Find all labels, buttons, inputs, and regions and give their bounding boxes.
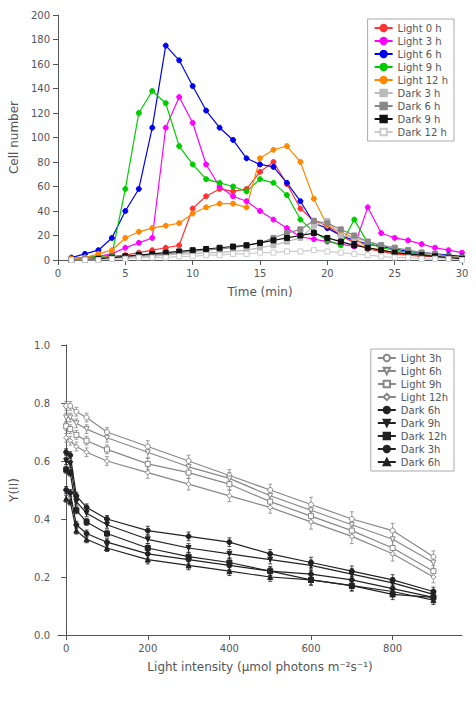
svg-text:60: 60	[37, 181, 50, 192]
svg-text:40: 40	[37, 206, 50, 217]
svg-text:Light 9 h: Light 9 h	[398, 62, 442, 73]
svg-text:15: 15	[254, 268, 267, 279]
svg-text:0.2: 0.2	[34, 572, 50, 583]
svg-text:200: 200	[31, 10, 50, 21]
svg-text:20: 20	[321, 268, 334, 279]
svg-text:20: 20	[37, 230, 50, 241]
svg-text:Dark 9 h: Dark 9 h	[398, 114, 441, 125]
svg-text:Dark 6h: Dark 6h	[401, 457, 441, 468]
svg-text:Cell number: Cell number	[7, 101, 21, 174]
svg-text:Dark 12 h: Dark 12 h	[398, 127, 447, 138]
svg-text:Dark 3h: Dark 3h	[401, 444, 441, 455]
svg-text:Light 6 h: Light 6 h	[398, 49, 442, 60]
svg-text:25: 25	[388, 268, 401, 279]
svg-text:0: 0	[44, 255, 50, 266]
svg-text:800: 800	[383, 643, 402, 654]
svg-text:100: 100	[31, 132, 50, 143]
svg-text:Dark 6h: Dark 6h	[401, 405, 441, 416]
svg-text:Dark 6 h: Dark 6 h	[398, 101, 441, 112]
svg-text:80: 80	[37, 157, 50, 168]
svg-text:400: 400	[220, 643, 239, 654]
svg-text:Y(II): Y(II)	[7, 478, 21, 503]
svg-text:Light 12h: Light 12h	[401, 392, 448, 403]
svg-text:Light 3h: Light 3h	[401, 353, 442, 364]
svg-text:1.0: 1.0	[34, 340, 50, 351]
svg-text:120: 120	[31, 108, 50, 119]
svg-text:Light 9h: Light 9h	[401, 379, 442, 390]
svg-text:200: 200	[138, 643, 157, 654]
svg-text:0: 0	[55, 268, 61, 279]
svg-text:140: 140	[31, 83, 50, 94]
svg-text:Light 3 h: Light 3 h	[398, 36, 442, 47]
svg-text:10: 10	[186, 268, 199, 279]
svg-text:Dark 12h: Dark 12h	[401, 431, 447, 442]
svg-text:5: 5	[122, 268, 128, 279]
svg-text:Light 0 h: Light 0 h	[398, 23, 442, 34]
svg-text:0: 0	[63, 643, 69, 654]
svg-text:Time (min): Time (min)	[226, 285, 292, 299]
svg-text:180: 180	[31, 34, 50, 45]
svg-text:Light 12 h: Light 12 h	[398, 75, 448, 86]
svg-text:Light 6h: Light 6h	[401, 366, 442, 377]
svg-text:160: 160	[31, 59, 50, 70]
svg-text:0.8: 0.8	[34, 398, 50, 409]
svg-text:Dark 9h: Dark 9h	[401, 418, 441, 429]
svg-text:0.0: 0.0	[34, 630, 50, 641]
svg-text:600: 600	[301, 643, 320, 654]
svg-text:Light intensity (μmol photons: Light intensity (μmol photons m⁻²s⁻¹)	[147, 660, 372, 674]
svg-text:0.4: 0.4	[34, 514, 50, 525]
svg-text:Dark 3 h: Dark 3 h	[398, 88, 441, 99]
svg-text:30: 30	[456, 268, 469, 279]
svg-text:0.6: 0.6	[34, 456, 50, 467]
